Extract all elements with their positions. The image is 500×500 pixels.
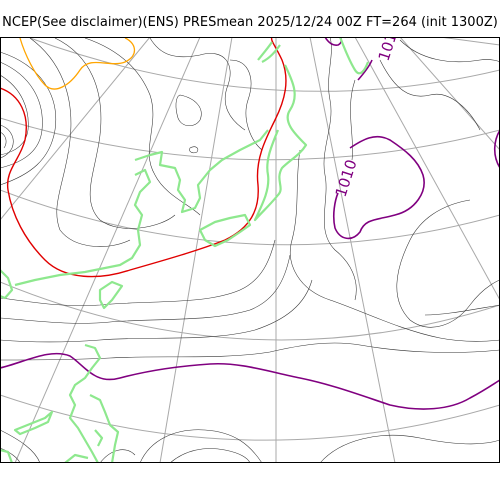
latitude-lines: [0, 37, 500, 441]
longitude-lines: [0, 37, 500, 463]
isobars-thin: [0, 37, 500, 463]
map-frame: [0, 37, 500, 463]
contour-label-1010-east: 1010: [332, 157, 361, 199]
isobar-orange: [19, 37, 136, 90]
coastlines: [0, 37, 370, 463]
isobar-red: [0, 37, 287, 278]
map-title: NCEP(See disclaimer)(ENS) PRESmean 2025/…: [2, 15, 498, 30]
contour-label-1010-north: 1010: [375, 21, 404, 63]
